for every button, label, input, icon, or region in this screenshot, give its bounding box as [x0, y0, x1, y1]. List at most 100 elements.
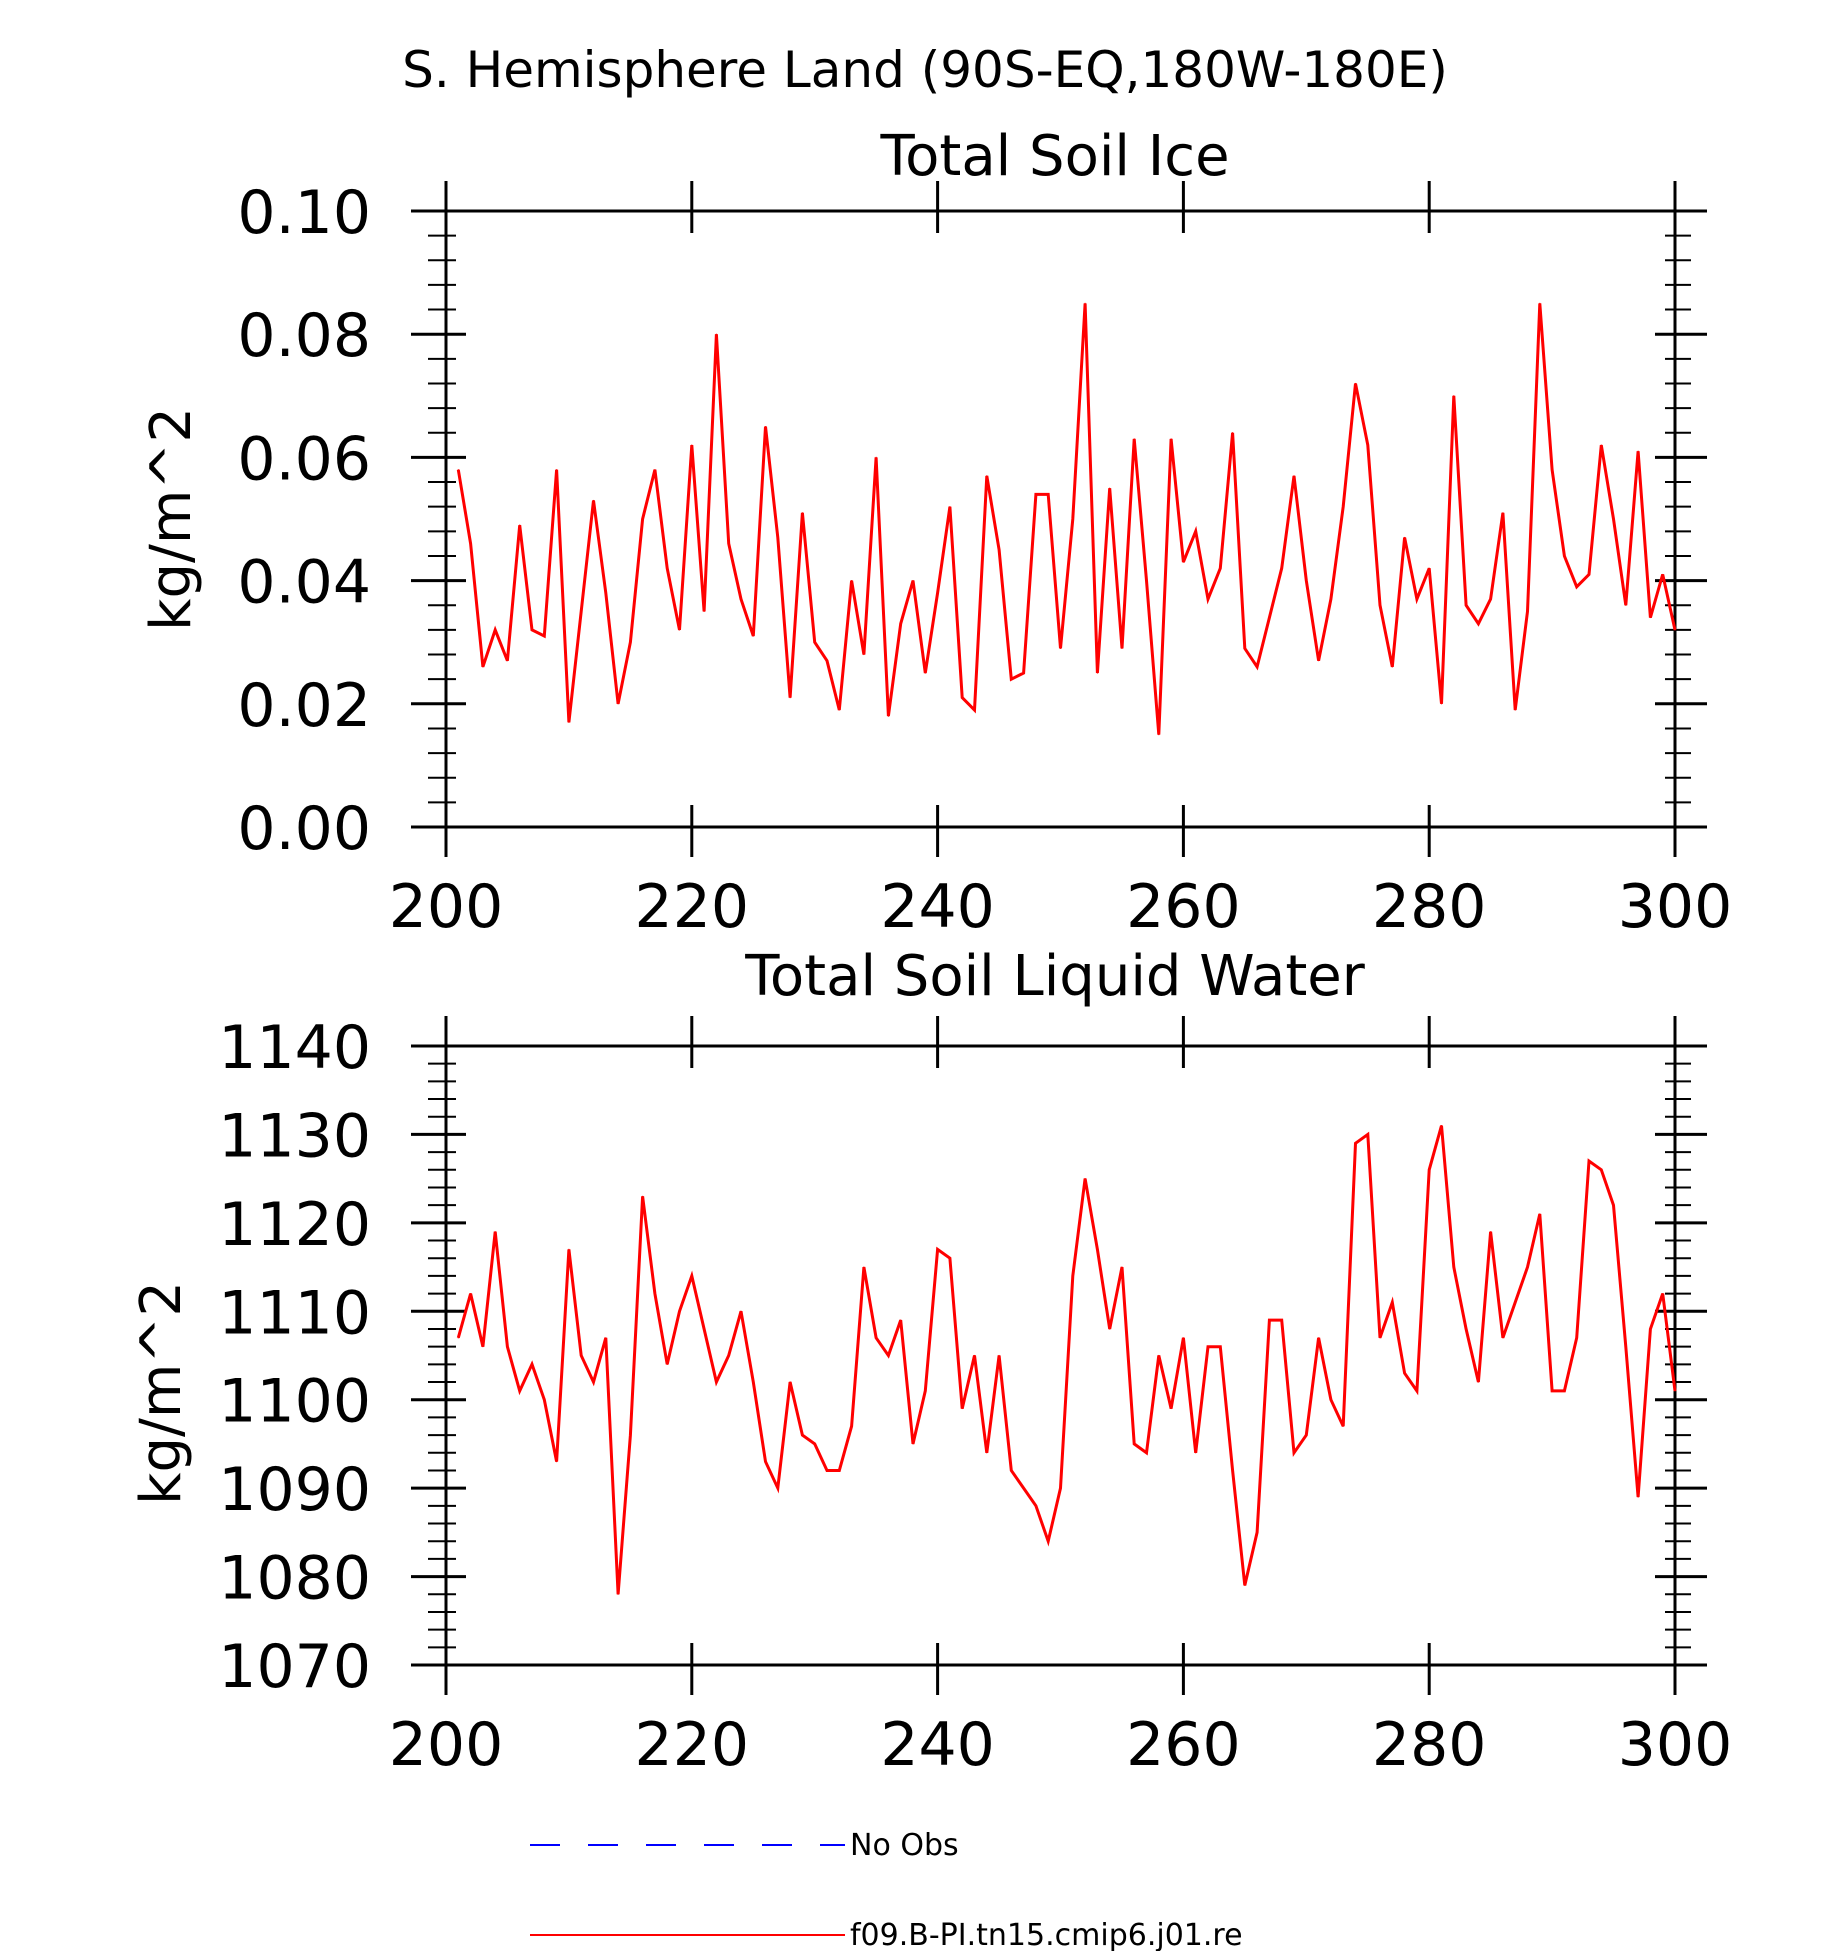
data-point	[1268, 1319, 1271, 1321]
axes: 200 220 240 260 280 300 0.00 0.02 0.04 0.06 0.08 0.…	[237, 178, 1732, 942]
y-axis-label: kg/m^2	[139, 407, 204, 631]
panel-title: Total Soil Liquid Water	[744, 944, 1366, 1009]
data-point	[1502, 512, 1504, 514]
data-point	[1109, 1328, 1111, 1330]
axes: 200 220 240 260 280 300 1070 1080 1090 1100 1110 11…	[218, 1013, 1732, 1780]
data-point	[1109, 487, 1111, 489]
data-point	[1207, 1346, 1209, 1348]
data-point	[1342, 506, 1344, 508]
data-point	[1047, 493, 1049, 495]
data-point	[654, 469, 656, 471]
data-point	[531, 629, 533, 631]
data-point	[1207, 598, 1209, 600]
data-point	[1428, 567, 1430, 569]
data-point	[961, 697, 963, 699]
data-point	[1317, 1337, 1320, 1339]
data-point	[1551, 469, 1553, 471]
data-point	[1625, 1346, 1627, 1348]
data-point	[728, 1354, 730, 1357]
data-point	[1612, 518, 1615, 520]
x-tick-label: 300	[1618, 1710, 1733, 1780]
data-point	[801, 1434, 804, 1436]
data-point	[1600, 1169, 1602, 1171]
data-point	[506, 660, 509, 662]
data-point	[1674, 629, 1676, 631]
y-tick-label: 0.08	[237, 301, 371, 371]
data-point	[1219, 1346, 1221, 1348]
data-point	[605, 592, 607, 594]
data-point	[519, 524, 521, 526]
y-tick-label: 1120	[218, 1190, 371, 1260]
data-point	[1268, 616, 1271, 619]
data-point	[1158, 1354, 1160, 1357]
data-point	[998, 549, 1000, 551]
x-tick-label: 300	[1618, 872, 1733, 942]
data-point	[1637, 1496, 1639, 1498]
data-point	[1612, 1204, 1615, 1206]
data-point	[1182, 561, 1184, 563]
data-point	[1649, 616, 1652, 619]
y-tick-label: 1080	[218, 1544, 371, 1614]
data-point	[814, 641, 816, 643]
data-point	[1035, 1505, 1037, 1507]
data-point	[1096, 1248, 1098, 1250]
x-tick-label: 260	[1126, 872, 1241, 942]
data-point	[1526, 610, 1529, 613]
data-point	[973, 709, 976, 711]
y-tick-label: 1130	[218, 1101, 371, 1171]
data-point	[1539, 1213, 1541, 1215]
data-point	[900, 1319, 902, 1321]
data-point	[1502, 1337, 1504, 1339]
data-point	[764, 1461, 767, 1463]
data-point	[1072, 1275, 1074, 1277]
data-point	[1416, 1390, 1418, 1392]
data-point	[1551, 1390, 1553, 1392]
data-point	[1576, 586, 1578, 588]
data-point	[1600, 444, 1602, 446]
data-point	[777, 1487, 779, 1489]
data-point	[1391, 666, 1393, 668]
data-point	[568, 1248, 570, 1250]
data-point	[789, 697, 791, 699]
plot-frame	[444, 209, 1677, 829]
data-point	[1170, 438, 1172, 440]
data-point	[937, 1248, 939, 1250]
legend: No Obs f09.B-PI.tn15.cmip6.j01.re	[530, 1828, 1243, 1951]
data-point	[838, 709, 840, 711]
data-point	[482, 1346, 484, 1348]
data-point	[1563, 1390, 1565, 1392]
data-point	[924, 672, 926, 674]
series-line	[456, 1125, 1677, 1595]
data-point	[494, 1231, 496, 1233]
data-point	[1563, 555, 1565, 557]
data-point	[814, 1443, 816, 1445]
series-group	[456, 1124, 1677, 1595]
data-point	[1121, 1266, 1123, 1268]
data-point	[629, 1434, 631, 1436]
data-point	[912, 580, 914, 582]
data-point	[1354, 382, 1357, 385]
data-point	[506, 1346, 509, 1348]
data-point	[740, 598, 742, 600]
data-point	[1145, 580, 1148, 582]
data-point	[1674, 1390, 1676, 1392]
data-point	[1059, 647, 1062, 649]
data-point	[863, 653, 865, 656]
y-tick-label: 0.00	[237, 794, 371, 864]
x-tick-label: 220	[635, 872, 750, 942]
data-point	[1195, 530, 1197, 532]
data-point	[691, 1275, 693, 1277]
data-point	[1281, 1319, 1283, 1321]
data-point	[912, 1443, 914, 1445]
data-point	[1084, 302, 1086, 304]
data-point	[1023, 1487, 1025, 1489]
data-point	[826, 1469, 828, 1472]
data-point	[1588, 1160, 1590, 1162]
data-point	[850, 580, 853, 582]
y-tick-label: 0.04	[237, 548, 371, 618]
data-point	[1010, 1469, 1012, 1472]
data-point	[556, 469, 558, 471]
data-point	[1330, 598, 1332, 600]
data-point	[728, 543, 730, 545]
